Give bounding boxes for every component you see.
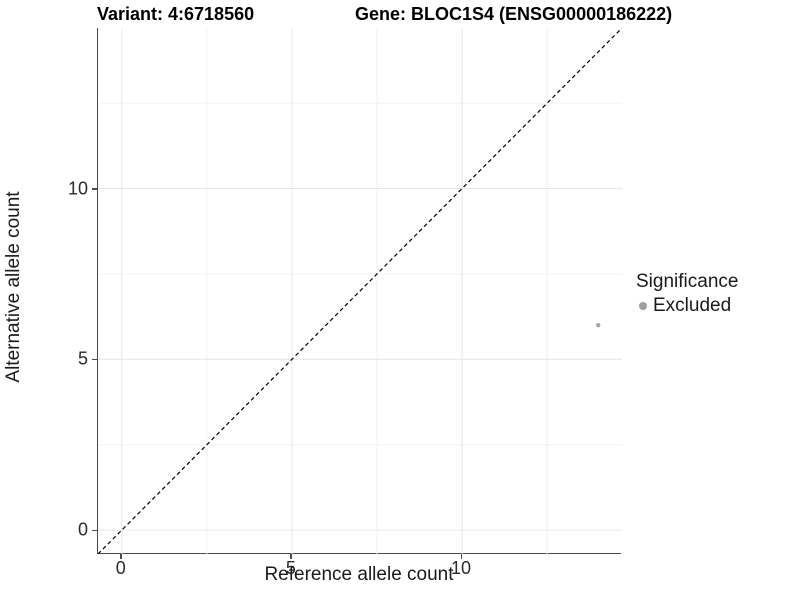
legend-items: Excluded xyxy=(636,295,738,317)
y-axis-tick-label: 10 xyxy=(67,178,88,199)
x-axis-title: Reference allele count xyxy=(264,564,454,585)
y-axis-tick-label: 0 xyxy=(77,519,88,540)
data-point xyxy=(595,322,601,328)
plot-panel xyxy=(97,28,622,554)
x-axis-tick-mark xyxy=(460,554,463,559)
y-axis-title: Alternative allele count xyxy=(3,191,24,383)
x-axis-tick-label: 5 xyxy=(285,558,296,578)
x-axis-tick-label: 10 xyxy=(451,558,472,578)
legend-item: Excluded xyxy=(636,295,738,317)
y-axis-tick-mark xyxy=(92,529,97,532)
legend-key-dot xyxy=(639,302,647,310)
legend: Significance Excluded xyxy=(636,271,738,317)
x-axis-tick-mark xyxy=(290,554,292,559)
y-axis-tick-mark xyxy=(92,358,97,361)
plot-title-variant: Variant: 4:6718560 xyxy=(97,4,255,24)
plot-area-svg xyxy=(98,28,622,554)
identity-reference-line xyxy=(98,28,622,554)
legend-title: Significance xyxy=(636,271,739,292)
x-axis-tick-label: 0 xyxy=(115,558,126,578)
legend-item-label: Excluded xyxy=(653,295,732,316)
y-axis-tick-label: 5 xyxy=(77,348,88,369)
y-axis-tick-mark xyxy=(92,188,97,190)
x-axis-tick-mark xyxy=(120,554,122,559)
plot-title-gene: Gene: BLOC1S4 (ENSG00000186222) xyxy=(355,4,673,24)
